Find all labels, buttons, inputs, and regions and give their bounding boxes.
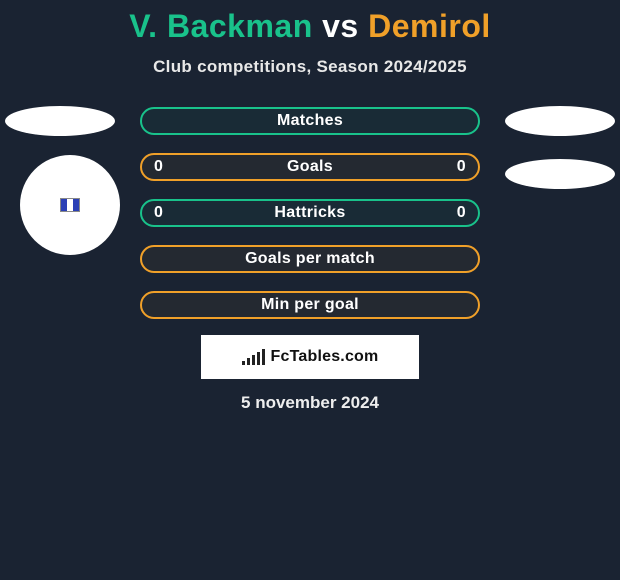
page-title: V. Backman vs Demirol: [0, 0, 620, 45]
stat-label: Goals: [287, 158, 333, 176]
stat-label: Hattricks: [274, 204, 345, 222]
stat-value-left: 0: [154, 204, 163, 222]
stat-label: Matches: [277, 112, 343, 130]
flag-icon: [61, 199, 79, 211]
bars-icon: [242, 349, 265, 365]
stat-row-hattricks: 0 Hattricks 0: [140, 199, 480, 227]
stat-row-min-per-goal: Min per goal: [140, 291, 480, 319]
player2-avatar-ellipse-1: [505, 106, 615, 136]
player2-name: Demirol: [368, 8, 491, 44]
source-badge: FcTables.com: [201, 335, 419, 379]
subtitle: Club competitions, Season 2024/2025: [0, 57, 620, 77]
player2-avatar-ellipse-2: [505, 159, 615, 189]
player1-avatar-ellipse: [5, 106, 115, 136]
stat-row-goals: 0 Goals 0: [140, 153, 480, 181]
player1-avatar-circle: [20, 155, 120, 255]
badge-text: FcTables.com: [271, 348, 379, 366]
stat-row-goals-per-match: Goals per match: [140, 245, 480, 273]
stat-row-matches: Matches: [140, 107, 480, 135]
stats-rows: Matches 0 Goals 0 0 Hattricks 0 Goals pe…: [140, 107, 480, 337]
stat-value-right: 0: [457, 204, 466, 222]
date-text: 5 november 2024: [0, 393, 620, 413]
stat-value-left: 0: [154, 158, 163, 176]
comparison-stage: Matches 0 Goals 0 0 Hattricks 0 Goals pe…: [0, 95, 620, 575]
player1-name: V. Backman: [129, 8, 312, 44]
stat-value-right: 0: [457, 158, 466, 176]
vs-text: vs: [322, 8, 359, 44]
stat-label: Goals per match: [245, 250, 375, 268]
stat-label: Min per goal: [261, 296, 359, 314]
